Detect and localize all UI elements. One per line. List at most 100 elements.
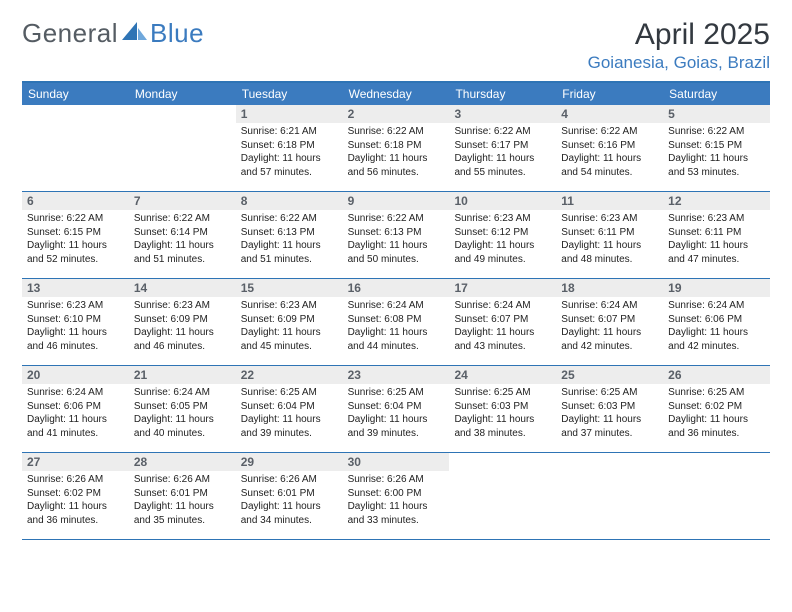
day-number: 2 (343, 105, 450, 123)
calendar-day-cell: 27Sunrise: 6:26 AMSunset: 6:02 PMDayligh… (22, 453, 129, 539)
brand-text-part2: Blue (150, 18, 204, 49)
calendar-day-cell (129, 105, 236, 191)
brand-text-part1: General (22, 18, 118, 49)
day-info: Sunrise: 6:25 AMSunset: 6:02 PMDaylight:… (663, 384, 770, 444)
day-info: Sunrise: 6:22 AMSunset: 6:13 PMDaylight:… (343, 210, 450, 270)
calendar-day-cell: 11Sunrise: 6:23 AMSunset: 6:11 PMDayligh… (556, 192, 663, 278)
day-number: 19 (663, 279, 770, 297)
title-block: April 2025 Goianesia, Goias, Brazil (588, 18, 770, 73)
weeks-container: 1Sunrise: 6:21 AMSunset: 6:18 PMDaylight… (22, 105, 770, 540)
day-number: 4 (556, 105, 663, 123)
day-info: Sunrise: 6:21 AMSunset: 6:18 PMDaylight:… (236, 123, 343, 183)
header: General Blue April 2025 Goianesia, Goias… (22, 18, 770, 73)
day-info: Sunrise: 6:24 AMSunset: 6:07 PMDaylight:… (449, 297, 556, 357)
calendar-week-row: 27Sunrise: 6:26 AMSunset: 6:02 PMDayligh… (22, 453, 770, 540)
day-number: 3 (449, 105, 556, 123)
day-info: Sunrise: 6:22 AMSunset: 6:16 PMDaylight:… (556, 123, 663, 183)
day-info: Sunrise: 6:22 AMSunset: 6:15 PMDaylight:… (22, 210, 129, 270)
calendar-day-cell: 7Sunrise: 6:22 AMSunset: 6:14 PMDaylight… (129, 192, 236, 278)
day-info: Sunrise: 6:25 AMSunset: 6:04 PMDaylight:… (236, 384, 343, 444)
day-info: Sunrise: 6:23 AMSunset: 6:11 PMDaylight:… (663, 210, 770, 270)
day-number: 30 (343, 453, 450, 471)
day-number: 5 (663, 105, 770, 123)
day-number: 14 (129, 279, 236, 297)
day-number: 18 (556, 279, 663, 297)
day-number: 7 (129, 192, 236, 210)
month-title: April 2025 (588, 18, 770, 51)
calendar-day-cell: 22Sunrise: 6:25 AMSunset: 6:04 PMDayligh… (236, 366, 343, 452)
day-number: 9 (343, 192, 450, 210)
day-number: 20 (22, 366, 129, 384)
calendar-day-cell: 17Sunrise: 6:24 AMSunset: 6:07 PMDayligh… (449, 279, 556, 365)
day-info: Sunrise: 6:24 AMSunset: 6:05 PMDaylight:… (129, 384, 236, 444)
day-number: 12 (663, 192, 770, 210)
day-info: Sunrise: 6:25 AMSunset: 6:03 PMDaylight:… (449, 384, 556, 444)
day-number: 11 (556, 192, 663, 210)
day-number: 15 (236, 279, 343, 297)
calendar-week-row: 20Sunrise: 6:24 AMSunset: 6:06 PMDayligh… (22, 366, 770, 453)
weekday-header: Sunday (22, 83, 129, 105)
calendar-day-cell: 6Sunrise: 6:22 AMSunset: 6:15 PMDaylight… (22, 192, 129, 278)
day-number: 28 (129, 453, 236, 471)
day-info: Sunrise: 6:24 AMSunset: 6:07 PMDaylight:… (556, 297, 663, 357)
day-info: Sunrise: 6:26 AMSunset: 6:00 PMDaylight:… (343, 471, 450, 531)
brand-sail-icon (122, 18, 148, 49)
day-number: 24 (449, 366, 556, 384)
calendar-day-cell: 14Sunrise: 6:23 AMSunset: 6:09 PMDayligh… (129, 279, 236, 365)
day-info: Sunrise: 6:25 AMSunset: 6:03 PMDaylight:… (556, 384, 663, 444)
day-number: 10 (449, 192, 556, 210)
day-info: Sunrise: 6:24 AMSunset: 6:08 PMDaylight:… (343, 297, 450, 357)
weekday-header: Monday (129, 83, 236, 105)
calendar-page: General Blue April 2025 Goianesia, Goias… (0, 0, 792, 612)
weekday-header: Thursday (449, 83, 556, 105)
day-info: Sunrise: 6:26 AMSunset: 6:01 PMDaylight:… (236, 471, 343, 531)
calendar-day-cell: 16Sunrise: 6:24 AMSunset: 6:08 PMDayligh… (343, 279, 450, 365)
calendar-day-cell: 8Sunrise: 6:22 AMSunset: 6:13 PMDaylight… (236, 192, 343, 278)
calendar-week-row: 6Sunrise: 6:22 AMSunset: 6:15 PMDaylight… (22, 192, 770, 279)
day-info: Sunrise: 6:26 AMSunset: 6:01 PMDaylight:… (129, 471, 236, 531)
calendar-day-cell: 19Sunrise: 6:24 AMSunset: 6:06 PMDayligh… (663, 279, 770, 365)
weekday-header: Friday (556, 83, 663, 105)
calendar-day-cell (449, 453, 556, 539)
calendar-day-cell: 15Sunrise: 6:23 AMSunset: 6:09 PMDayligh… (236, 279, 343, 365)
calendar-grid: Sunday Monday Tuesday Wednesday Thursday… (22, 81, 770, 540)
calendar-day-cell: 4Sunrise: 6:22 AMSunset: 6:16 PMDaylight… (556, 105, 663, 191)
calendar-day-cell: 21Sunrise: 6:24 AMSunset: 6:05 PMDayligh… (129, 366, 236, 452)
weekday-header: Tuesday (236, 83, 343, 105)
day-number: 21 (129, 366, 236, 384)
weekday-header: Saturday (663, 83, 770, 105)
day-number: 6 (22, 192, 129, 210)
day-info: Sunrise: 6:24 AMSunset: 6:06 PMDaylight:… (22, 384, 129, 444)
day-info: Sunrise: 6:24 AMSunset: 6:06 PMDaylight:… (663, 297, 770, 357)
day-info: Sunrise: 6:22 AMSunset: 6:13 PMDaylight:… (236, 210, 343, 270)
calendar-day-cell (663, 453, 770, 539)
day-number: 25 (556, 366, 663, 384)
calendar-day-cell: 10Sunrise: 6:23 AMSunset: 6:12 PMDayligh… (449, 192, 556, 278)
calendar-day-cell: 29Sunrise: 6:26 AMSunset: 6:01 PMDayligh… (236, 453, 343, 539)
calendar-day-cell: 24Sunrise: 6:25 AMSunset: 6:03 PMDayligh… (449, 366, 556, 452)
day-number: 27 (22, 453, 129, 471)
calendar-day-cell: 9Sunrise: 6:22 AMSunset: 6:13 PMDaylight… (343, 192, 450, 278)
location-subtitle: Goianesia, Goias, Brazil (588, 53, 770, 73)
day-number: 23 (343, 366, 450, 384)
weekday-header: Wednesday (343, 83, 450, 105)
calendar-day-cell: 13Sunrise: 6:23 AMSunset: 6:10 PMDayligh… (22, 279, 129, 365)
day-info: Sunrise: 6:26 AMSunset: 6:02 PMDaylight:… (22, 471, 129, 531)
calendar-day-cell (556, 453, 663, 539)
day-info: Sunrise: 6:25 AMSunset: 6:04 PMDaylight:… (343, 384, 450, 444)
day-info: Sunrise: 6:23 AMSunset: 6:11 PMDaylight:… (556, 210, 663, 270)
calendar-day-cell: 2Sunrise: 6:22 AMSunset: 6:18 PMDaylight… (343, 105, 450, 191)
calendar-day-cell (22, 105, 129, 191)
day-info: Sunrise: 6:22 AMSunset: 6:14 PMDaylight:… (129, 210, 236, 270)
calendar-day-cell: 18Sunrise: 6:24 AMSunset: 6:07 PMDayligh… (556, 279, 663, 365)
calendar-week-row: 1Sunrise: 6:21 AMSunset: 6:18 PMDaylight… (22, 105, 770, 192)
day-info: Sunrise: 6:22 AMSunset: 6:18 PMDaylight:… (343, 123, 450, 183)
day-info: Sunrise: 6:23 AMSunset: 6:09 PMDaylight:… (236, 297, 343, 357)
day-info: Sunrise: 6:23 AMSunset: 6:09 PMDaylight:… (129, 297, 236, 357)
day-number: 1 (236, 105, 343, 123)
day-number: 13 (22, 279, 129, 297)
day-number: 29 (236, 453, 343, 471)
day-info: Sunrise: 6:22 AMSunset: 6:15 PMDaylight:… (663, 123, 770, 183)
day-number: 16 (343, 279, 450, 297)
calendar-day-cell: 20Sunrise: 6:24 AMSunset: 6:06 PMDayligh… (22, 366, 129, 452)
